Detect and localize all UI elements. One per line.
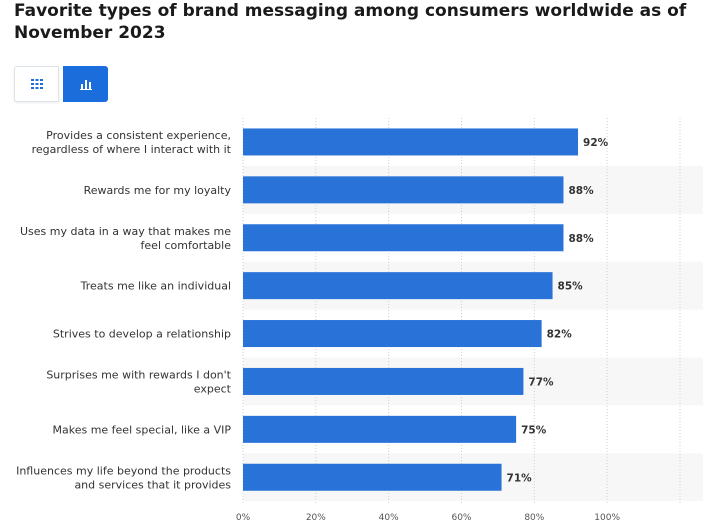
x-tick-label: 0%: [236, 513, 251, 523]
category-label: Uses my data in a way that makes me feel …: [20, 225, 231, 252]
x-tick-label: 80%: [524, 513, 544, 523]
category-label: Makes me feel special, like a VIP: [52, 423, 231, 436]
bar[interactable]: [243, 463, 502, 491]
value-label: 71%: [507, 472, 533, 484]
bar[interactable]: [243, 367, 524, 395]
x-tick-label: 20%: [306, 513, 326, 523]
bar[interactable]: [243, 272, 553, 300]
bar[interactable]: [243, 176, 564, 204]
grid-icon: [30, 79, 43, 89]
value-label: 75%: [521, 424, 547, 436]
chart-view-button[interactable]: [63, 66, 108, 102]
bar[interactable]: [243, 415, 517, 443]
bar[interactable]: [243, 224, 564, 252]
value-label: 88%: [568, 233, 594, 245]
value-label: 77%: [528, 376, 554, 388]
bar-chart-icon: [79, 79, 92, 90]
bar[interactable]: [243, 320, 542, 348]
x-tick-label: 100%: [594, 513, 620, 523]
category-label: Treats me like an individual: [80, 280, 231, 293]
category-label: Surprises me with rewards I don't expect: [46, 368, 231, 395]
bar[interactable]: [243, 128, 579, 156]
x-tick-label: 60%: [451, 513, 471, 523]
value-label: 85%: [558, 281, 584, 293]
view-toggle: [14, 66, 108, 102]
value-label: 92%: [583, 137, 609, 149]
category-label: Influences my life beyond the products an…: [16, 464, 231, 491]
category-label: Rewards me for my loyalty: [84, 184, 232, 197]
category-label: Strives to develop a relationship: [53, 328, 231, 341]
x-tick-label: 40%: [379, 513, 399, 523]
value-label: 82%: [547, 329, 573, 341]
chart-title: Favorite types of brand messaging among …: [14, 1, 687, 43]
category-label: Provides a consistent experience, regardl…: [32, 129, 232, 156]
table-view-button[interactable]: [14, 66, 59, 102]
value-label: 88%: [568, 185, 594, 197]
